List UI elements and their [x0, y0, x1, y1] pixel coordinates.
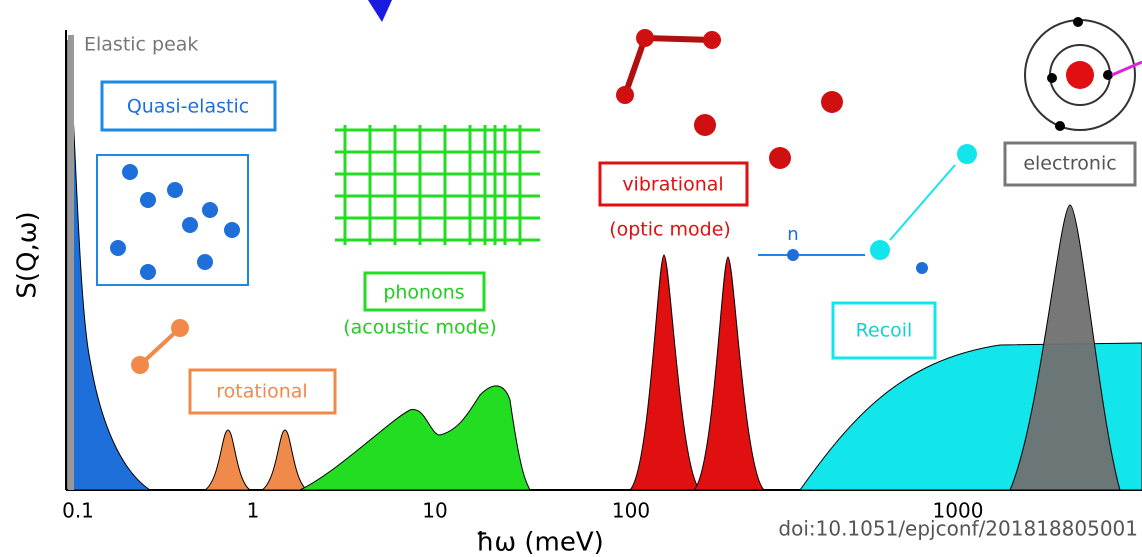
decoration [122, 164, 138, 180]
x-tick-label: 0.1 [62, 499, 94, 523]
phonons-label: phonons [383, 282, 464, 304]
rotor-bond [138, 326, 182, 367]
vibrational-peak [628, 254, 702, 491]
decoration [140, 192, 156, 208]
rotational-peak [203, 429, 252, 491]
recoil-label: Recoil [856, 320, 913, 342]
rotational-peak [260, 429, 309, 491]
decoration [167, 182, 183, 198]
electronic-label: electronic [1023, 153, 1116, 175]
label-box [188, 368, 337, 415]
arrow [368, 0, 392, 22]
label-box [1003, 141, 1137, 187]
label-box [831, 301, 937, 360]
elastic-label: Elastic peak [84, 34, 198, 56]
decoration [197, 254, 213, 270]
quasi-elastic-label: Quasi-elastic [127, 96, 249, 118]
decoration [110, 240, 126, 256]
phonon-band [299, 385, 531, 491]
decoration [140, 264, 156, 280]
x-tick-label: 10 [422, 499, 447, 523]
x-tick-label: 100 [612, 499, 650, 523]
decoration [202, 202, 218, 218]
diffusion-box [96, 154, 249, 286]
phonons-sublabel: (acoustic mode) [343, 317, 497, 339]
x-tick-label: 1000 [933, 499, 984, 523]
label-box [363, 271, 486, 312]
vibrational-sublabel: (optic mode) [609, 219, 731, 241]
neutron-label: n [787, 224, 798, 245]
y-axis-label: S(Q,ω) [13, 211, 43, 298]
label-box [598, 161, 749, 207]
doi: doi:10.1051/epjconf/201818805001 [778, 517, 1138, 541]
rotational-label: rotational [216, 381, 307, 403]
x-axis-label: ħω (meV) [476, 528, 604, 557]
decoration [182, 217, 198, 233]
vibrational-label: vibrational [622, 174, 723, 196]
label-box [100, 80, 277, 132]
decoration [224, 222, 240, 238]
electronic-peak [1009, 204, 1121, 491]
x-tick-label: 1 [247, 499, 260, 523]
elastic-peak [68, 35, 74, 490]
vibrational-peak [692, 256, 766, 491]
